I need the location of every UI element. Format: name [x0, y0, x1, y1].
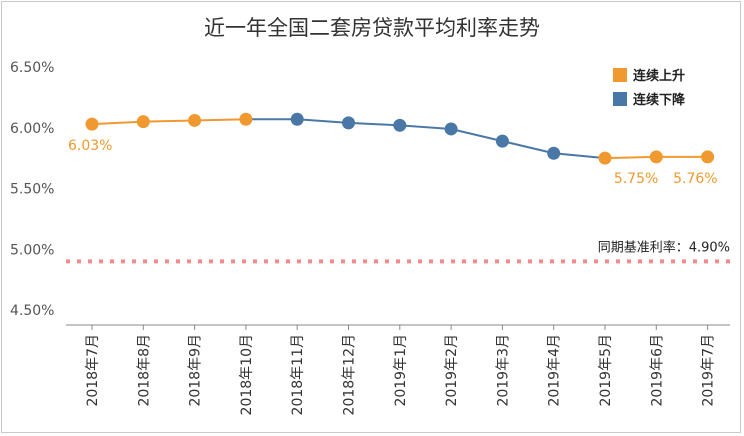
line-segment	[297, 118, 349, 124]
x-tick-label: 2019年3月	[495, 334, 511, 407]
line-segment	[348, 121, 400, 127]
y-tick-label: 6.50%	[10, 60, 54, 76]
x-tick-label: 2019年7月	[701, 334, 717, 407]
y-tick-label: 6.00%	[10, 121, 54, 137]
x-axis: 2018年7月 2018年8月 2018年9月 2018年10月 2018年11月 201…	[66, 324, 730, 415]
y-tick-label: 5.00%	[10, 242, 54, 258]
data-point	[239, 112, 253, 126]
x-tick-label: 2019年2月	[444, 334, 460, 407]
data-point	[598, 151, 612, 165]
y-axis: 4.50% 5.00% 5.50% 6.00% 6.50%	[10, 60, 54, 319]
x-tick-label: 2018年12月	[342, 334, 358, 415]
legend-swatch	[613, 92, 627, 106]
data-point	[342, 116, 355, 130]
data-point	[444, 122, 458, 136]
chart-title: 近一年全国二套房贷款平均利率走势	[204, 16, 540, 40]
data-point	[393, 118, 407, 132]
reference-line: 同期基准利率：4.90%	[66, 239, 730, 264]
data-points	[85, 112, 715, 165]
line-segment	[91, 120, 144, 126]
y-tick-label: 4.50%	[10, 303, 54, 319]
x-tick-label: 2019年4月	[547, 334, 563, 407]
line-segment	[143, 119, 195, 123]
line-segment	[604, 155, 657, 160]
line-segment	[194, 118, 246, 122]
x-tick-label: 2018年8月	[136, 334, 152, 407]
data-point	[701, 150, 715, 164]
line-segment	[502, 140, 554, 155]
line-segment	[399, 124, 452, 130]
x-tick-label: 2018年9月	[188, 334, 204, 407]
data-point	[136, 115, 150, 129]
data-point	[649, 150, 663, 164]
x-tick-label: 2018年10月	[239, 334, 255, 415]
data-label: 6.03%	[68, 138, 112, 154]
x-tick-label: 2018年11月	[290, 334, 306, 415]
data-point	[495, 134, 509, 148]
line-segment	[553, 152, 606, 160]
series-line	[91, 118, 708, 160]
data-labels: 6.03% 5.75% 5.76%	[68, 138, 718, 187]
data-label: 5.76%	[673, 171, 717, 187]
x-tick-label: 2018年7月	[85, 334, 101, 407]
data-point	[85, 117, 99, 131]
data-point	[290, 112, 304, 126]
legend-label: 连续上升	[633, 68, 685, 84]
data-point	[547, 146, 561, 160]
legend-swatch	[613, 68, 627, 82]
legend-label: 连续下降	[633, 92, 686, 108]
reference-line-label: 同期基准利率：4.90%	[598, 239, 730, 255]
line-segment	[450, 127, 503, 143]
x-tick-label: 2019年5月	[598, 334, 614, 407]
data-point	[188, 113, 202, 127]
data-label: 5.75%	[614, 171, 658, 187]
y-tick-label: 5.50%	[10, 182, 54, 198]
x-tick-label: 2019年6月	[649, 334, 665, 407]
x-tick-label: 2019年1月	[393, 334, 409, 407]
